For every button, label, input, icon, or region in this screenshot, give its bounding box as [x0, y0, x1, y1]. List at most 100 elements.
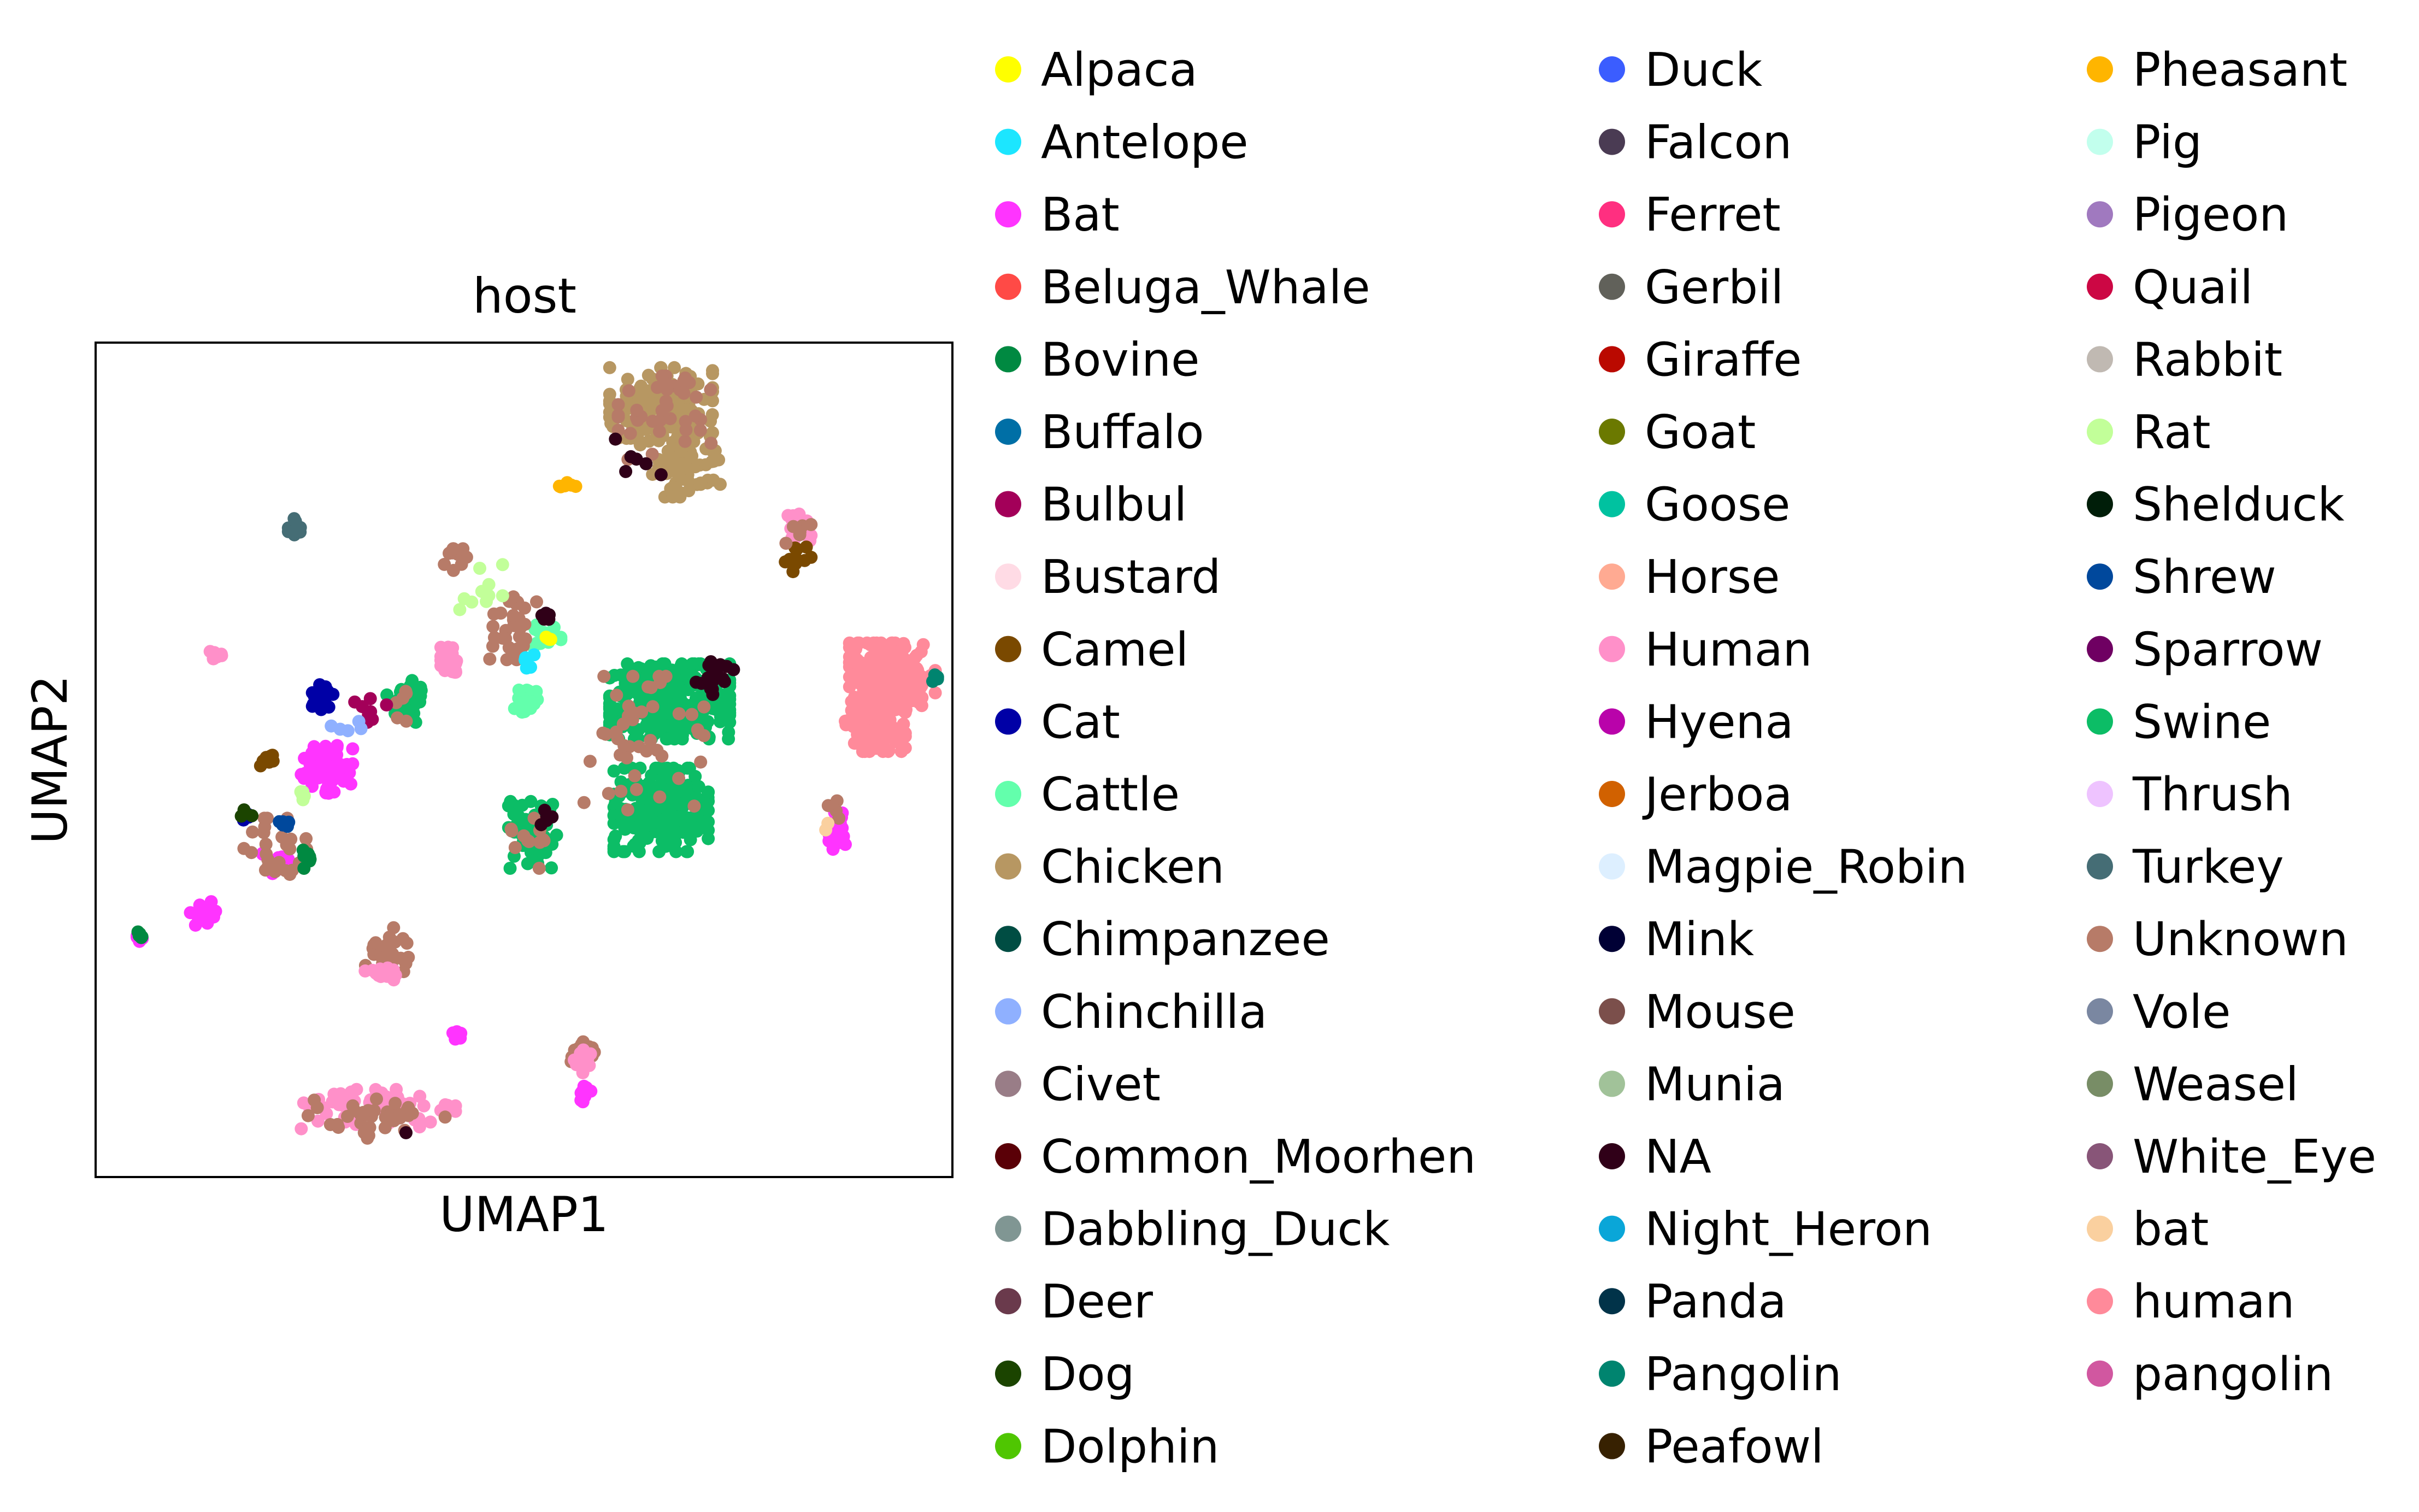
- legend-item-vole: Vole: [2087, 985, 2230, 1039]
- legend-label: Duck: [1645, 43, 1762, 97]
- legend-item-bovine: Bovine: [995, 333, 1199, 387]
- scatter-point-antelope: [519, 653, 532, 667]
- scatter-point-unknown: [405, 1107, 419, 1120]
- legend-label: Sparrow: [2133, 623, 2323, 677]
- legend-marker: [2087, 273, 2113, 300]
- scatter-point-swine: [609, 829, 622, 843]
- scatter-point-swine: [507, 808, 521, 821]
- scatter-point-unknown: [460, 550, 473, 564]
- legend-marker: [1599, 926, 1625, 952]
- scatter-point-unknown: [268, 865, 282, 879]
- scatter-point-chicken: [705, 408, 719, 421]
- legend-label: Turkey: [2132, 840, 2284, 895]
- legend-item-bulbul: Bulbul: [995, 478, 1187, 532]
- scatter-point-swine: [545, 861, 558, 875]
- legend-label: Dog: [1041, 1348, 1134, 1402]
- scatter-point-unknown: [652, 425, 666, 438]
- scatter-point-human: [843, 670, 856, 684]
- scatter-point-unknown: [650, 744, 664, 757]
- scatter-point-unknown: [617, 739, 631, 752]
- legend-marker: [995, 128, 1021, 155]
- legend-marker: [2087, 491, 2113, 517]
- scatter-point-unknown: [532, 862, 546, 875]
- scatter-point-swine: [608, 669, 621, 682]
- legend-label: Cattle: [1041, 768, 1180, 822]
- legend-label: Bovine: [1041, 333, 1199, 387]
- legend-marker: [2087, 708, 2113, 735]
- legend-label: Giraffe: [1645, 333, 1802, 387]
- scatter-point-unknown: [635, 705, 649, 719]
- legend-label: Camel: [1041, 623, 1188, 677]
- scatter-point-human: [849, 642, 863, 656]
- legend-item-antelope: Antelope: [995, 116, 1249, 170]
- legend-item-chinchilla: Chinchilla: [995, 985, 1267, 1039]
- scatter-point-swine: [692, 780, 705, 793]
- legend-label: Mouse: [1645, 985, 1796, 1039]
- legend-marker: [2087, 128, 2113, 155]
- legend-item-deer: Deer: [995, 1275, 1153, 1329]
- legend-label: Civet: [1041, 1057, 1161, 1111]
- scatter-point-unknown: [655, 369, 669, 383]
- scatter-point-unknown: [655, 404, 669, 417]
- legend-label: Horse: [1645, 550, 1780, 604]
- legend-label: Rabbit: [2133, 333, 2282, 387]
- legend-item-bat: bat: [2087, 1203, 2209, 1257]
- legend-label: Unknown: [2133, 913, 2349, 967]
- legend-label: Cat: [1041, 695, 1120, 749]
- legend-label: Night_Heron: [1645, 1203, 1932, 1257]
- scatter-point-unknown: [597, 669, 611, 683]
- scatter-point-bat: [837, 829, 850, 843]
- legend-item-horse: Horse: [1599, 550, 1780, 604]
- legend-label: Falcon: [1645, 116, 1792, 170]
- legend-marker: [995, 1360, 1021, 1387]
- scatter-point-human: [860, 673, 874, 687]
- scatter-point-unknown: [611, 410, 625, 424]
- scatter-point-chicken: [666, 490, 680, 504]
- scatter-point-turkey: [289, 524, 302, 538]
- scatter-point-bat: [303, 757, 317, 771]
- legend-item-alpaca: Alpaca: [995, 43, 1198, 97]
- scatter-point-unknown: [630, 403, 644, 417]
- scatter-point-bat: [346, 757, 360, 770]
- legend-item-swine: Swine: [2087, 695, 2271, 749]
- scatter-point-human: [387, 973, 401, 987]
- legend-marker: [995, 201, 1021, 228]
- legend-marker: [995, 491, 1021, 517]
- scatter-point-swine: [521, 857, 534, 870]
- scatter-point-human: [874, 674, 887, 687]
- scatter-point-swine: [723, 715, 737, 729]
- legend-marker: [1599, 201, 1625, 228]
- legend-label: White_Eye: [2133, 1130, 2376, 1184]
- legend-marker: [2087, 998, 2113, 1025]
- legend-label: bat: [2133, 1203, 2209, 1257]
- scatter-point-rat: [496, 589, 509, 603]
- scatter-point-bat: [197, 908, 211, 921]
- scatter-point-na: [654, 468, 668, 481]
- legend-label: Goat: [1645, 405, 1756, 460]
- legend-marker: [1599, 491, 1625, 517]
- scatter-point-chicken: [621, 373, 634, 386]
- legend-item-common_moorhen: Common_Moorhen: [995, 1130, 1476, 1184]
- scatter-point-human: [893, 702, 907, 716]
- scatter-point-swine: [667, 761, 680, 775]
- scatter-point-bat: [322, 777, 336, 791]
- scatter-point-unknown: [446, 542, 460, 556]
- scatter-point-swine: [673, 783, 686, 796]
- scatter-point-chicken: [681, 474, 695, 487]
- scatter-point-na: [399, 1126, 413, 1139]
- scatter-point-unknown: [533, 836, 546, 849]
- legend-item-chimpanzee: Chimpanzee: [995, 913, 1330, 967]
- scatter-point-human: [332, 1098, 346, 1111]
- legend-label: Hyena: [1645, 695, 1793, 749]
- legend-marker: [2087, 1070, 2113, 1097]
- scatter-point-bulbul: [348, 695, 362, 709]
- scatter-point-alpaca: [539, 631, 553, 644]
- legend-marker: [995, 346, 1021, 373]
- scatter-point-swine: [380, 688, 394, 702]
- legend-label: Vole: [2133, 985, 2230, 1039]
- scatter-point-bat: [330, 740, 344, 754]
- legend-item-dolphin: Dolphin: [995, 1420, 1219, 1474]
- scatter-point-chicken: [706, 367, 719, 380]
- legend-label: Shrew: [2133, 550, 2276, 604]
- scatter-point-human: [413, 1120, 426, 1134]
